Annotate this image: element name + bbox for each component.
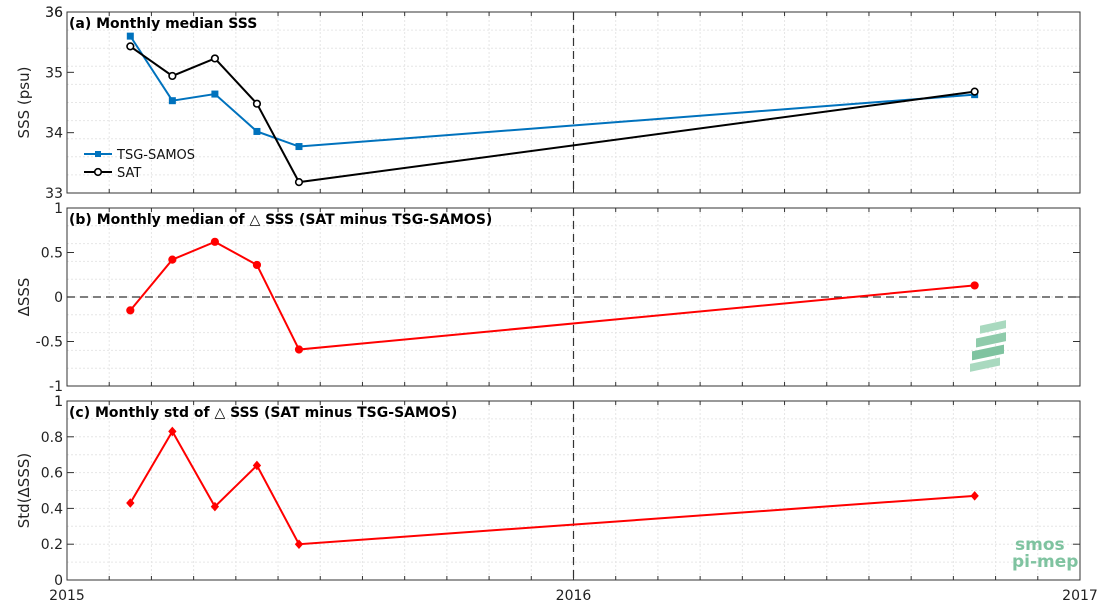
data-point xyxy=(295,143,303,151)
y-axis-label: Std(ΔSSS) xyxy=(15,453,33,528)
series-line xyxy=(129,45,975,184)
data-point xyxy=(126,42,135,51)
data-point xyxy=(126,32,134,40)
logo-line1: smos xyxy=(1015,535,1065,555)
y-tick-label: -1 xyxy=(49,379,63,395)
data-point xyxy=(252,260,262,270)
y-tick-label: 0.6 xyxy=(41,466,63,482)
x-tick-label: 2017 xyxy=(1062,588,1098,604)
series-1 xyxy=(126,42,979,187)
y-tick-label: 35 xyxy=(45,65,63,81)
legend-marker xyxy=(93,167,103,177)
data-point xyxy=(294,539,304,549)
data-point xyxy=(252,99,262,108)
legend-label: SAT xyxy=(117,166,141,181)
data-point xyxy=(294,178,304,187)
data-point xyxy=(168,71,177,81)
y-tick-label: 1 xyxy=(54,394,63,410)
grid xyxy=(67,208,1080,386)
y-tick-label: 34 xyxy=(45,126,63,142)
panel-title: (b) Monthly median of △ SSS (SAT minus T… xyxy=(69,212,492,228)
y-tick-label: 36 xyxy=(45,5,63,21)
y-tick-label: 0.4 xyxy=(41,501,63,517)
y-tick-label: 0 xyxy=(54,573,63,589)
data-point xyxy=(970,87,979,96)
data-point xyxy=(253,127,261,135)
smos-pi-mep-logo: smos pi-mep xyxy=(970,320,1078,572)
panel-title: (c) Monthly std of △ SSS (SAT minus TSG-… xyxy=(69,405,457,421)
y-axis-label: SSS (psu) xyxy=(15,67,33,139)
x-tick-label: 2016 xyxy=(556,588,592,604)
data-point xyxy=(970,491,979,501)
grid xyxy=(67,12,1080,193)
data-point xyxy=(126,498,135,508)
y-tick-label: 0.8 xyxy=(41,430,63,446)
panel-title: (a) Monthly median SSS xyxy=(69,16,257,32)
x-tick-label: 2015 xyxy=(49,588,85,604)
y-tick-label: 0 xyxy=(54,290,63,306)
data-point xyxy=(168,426,177,437)
logo-mark-icon xyxy=(970,320,1006,372)
data-point xyxy=(294,345,304,354)
data-point xyxy=(210,501,220,512)
y-tick-label: 0.2 xyxy=(41,537,63,553)
legend-label: TSG-SAMOS xyxy=(116,148,195,163)
y-tick-label: 33 xyxy=(45,186,63,202)
series-line xyxy=(129,35,975,148)
y-tick-label: 1 xyxy=(54,394,63,410)
y-axis-label: ΔSSS xyxy=(15,278,33,317)
logo-line2: pi-mep xyxy=(1012,552,1078,572)
data-point xyxy=(126,306,135,315)
y-tick-label: 1 xyxy=(54,201,63,217)
series-line xyxy=(129,429,975,546)
data-point xyxy=(211,90,219,98)
series-line xyxy=(129,240,975,351)
data-point xyxy=(970,281,979,290)
data-point xyxy=(252,460,262,471)
series-0 xyxy=(126,237,979,354)
panel-b: -1 -0.5 0 0.5 1 ΔSSS (b) Monthly median of △ S… xyxy=(15,201,1081,395)
series-0 xyxy=(126,426,979,549)
data-point xyxy=(168,255,177,264)
legend-marker xyxy=(95,151,101,157)
data-point xyxy=(168,97,176,105)
y-tick-label: -0.5 xyxy=(36,335,63,351)
grid xyxy=(67,401,1080,580)
data-point xyxy=(210,237,219,246)
y-tick-label: 0.5 xyxy=(41,246,63,262)
data-point xyxy=(210,54,219,63)
legend: TSG-SAMOS SAT xyxy=(84,148,195,181)
series-0 xyxy=(126,32,979,151)
y-tick-label: 36 xyxy=(45,5,63,21)
